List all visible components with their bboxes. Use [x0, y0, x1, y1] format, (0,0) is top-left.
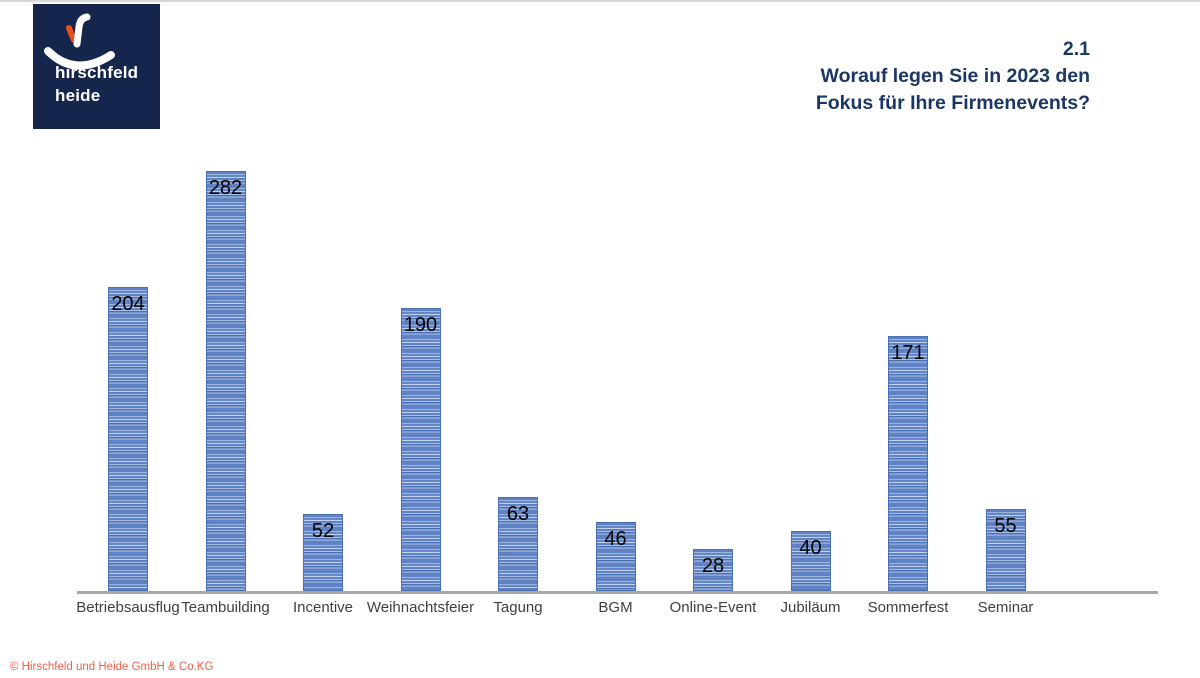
category-label: Tagung: [493, 599, 543, 616]
bar: 63: [498, 497, 538, 591]
category-label: Weihnachtsfeier: [366, 599, 475, 616]
bar: 282: [205, 171, 246, 591]
category-label: BGM: [598, 599, 633, 616]
category-label: Seminar: [977, 599, 1034, 616]
bar-value-label: 40: [799, 537, 822, 559]
category-label: Incentive: [292, 599, 354, 616]
title-number: 2.1: [1062, 38, 1090, 60]
bar-value-label: 282: [208, 177, 243, 199]
title-line2: Fokus für Ihre Firmenevents?: [815, 92, 1090, 114]
x-axis-line: [77, 591, 1158, 594]
bar-chart: 204 282 52 190 63 46 28 40 171 55 Betriebsausflug…: [76, 162, 1158, 632]
bar: 28: [693, 549, 733, 591]
bar-value-label: 190: [403, 314, 438, 336]
bar-value-label: 28: [701, 555, 725, 577]
bar: 190: [400, 308, 441, 591]
logo-text-line2: heide: [55, 86, 101, 105]
bar: 46: [595, 522, 636, 591]
category-label: Betriebsausflug: [76, 599, 180, 616]
copyright-text: © Hirschfeld und Heide GmbH & Co.KG: [10, 661, 214, 673]
bar-value-label: 171: [891, 342, 925, 364]
category-label: Jubiläum: [780, 599, 841, 616]
category-label: Online-Event: [669, 599, 757, 616]
category-label: Sommerfest: [867, 599, 949, 616]
bar: 171: [888, 336, 928, 591]
logo-mark-icon: [44, 13, 115, 70]
chart-title: 2.1 Worauf legen Sie in 2023 den Fokus f…: [816, 36, 1090, 117]
title-line1: Worauf legen Sie in 2023 den: [820, 65, 1090, 87]
bar-value-label: 204: [111, 293, 145, 315]
bar: 55: [985, 509, 1026, 591]
bar-value-label: 46: [604, 528, 627, 550]
bar: 52: [303, 514, 343, 591]
bar-value-label: 55: [994, 515, 1017, 537]
bar: 40: [790, 531, 831, 591]
bar: 204: [108, 287, 148, 591]
logo-text-line1: hirschfeld: [55, 63, 139, 82]
bar-value-label: 63: [506, 503, 530, 525]
bar-value-label: 52: [311, 520, 335, 542]
company-logo: hirschfeld heide: [33, 4, 160, 129]
category-label: Teambuilding: [181, 599, 270, 616]
